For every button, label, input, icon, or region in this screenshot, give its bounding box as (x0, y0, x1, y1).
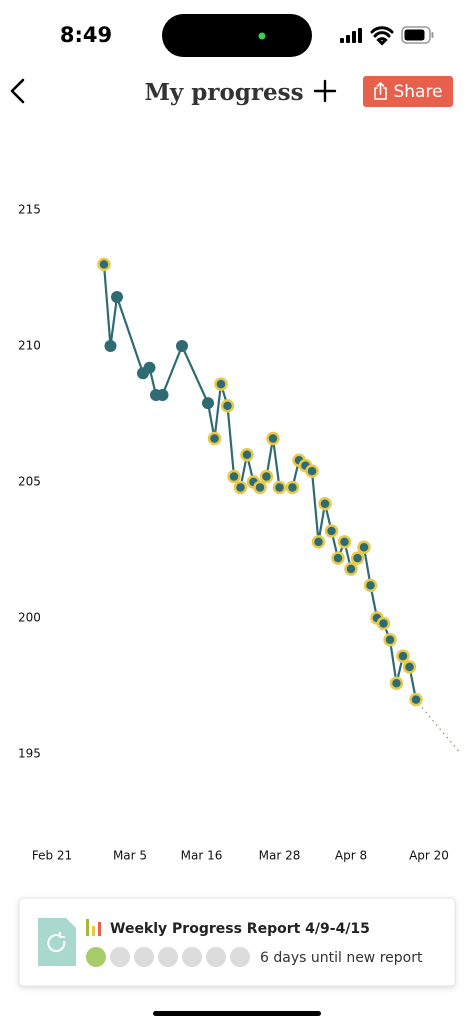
data-point (396, 649, 410, 663)
report-icon (38, 918, 76, 966)
report-title: Weekly Progress Report 4/9-4/15 (110, 921, 370, 937)
home-indicator (153, 1011, 321, 1016)
data-point (363, 578, 378, 593)
data-point (337, 535, 352, 549)
y-tick-label: 195 (18, 747, 41, 761)
data-point (331, 551, 345, 565)
camera-indicator (258, 32, 266, 40)
back-button[interactable] (10, 78, 25, 104)
data-point (357, 540, 371, 555)
signal-icon (340, 28, 362, 43)
x-tick-label: Feb 21 (32, 849, 72, 863)
report-icon-arrow (47, 932, 66, 953)
day-dot (206, 947, 226, 967)
bars-icon (86, 919, 101, 936)
data-point (220, 399, 235, 413)
data-point (202, 397, 214, 410)
y-tick-label: 210 (18, 339, 41, 353)
day-dot (134, 947, 154, 967)
x-tick-label: Apr 8 (335, 849, 367, 863)
data-point (111, 291, 123, 304)
data-point (143, 361, 156, 374)
day-dot (182, 947, 202, 967)
data-point (318, 497, 332, 511)
data-point (383, 633, 397, 647)
day-dot (158, 947, 178, 967)
battery-icon (401, 26, 434, 44)
data-point (104, 340, 117, 352)
data-point (176, 340, 188, 352)
data-point (344, 562, 358, 576)
data-point (156, 388, 169, 401)
dynamic-island (162, 14, 312, 57)
x-tick-label: Mar 28 (259, 849, 301, 863)
y-tick-label: 205 (18, 475, 41, 489)
chart: 195 200 205 210 215 Feb 21 Mar 5 Mar 16 Mar 28 Ap… (18, 203, 462, 863)
y-tick-label: 200 (18, 611, 41, 625)
data-point (233, 480, 248, 495)
data-point (285, 480, 300, 495)
y-tick-label: 215 (18, 203, 41, 217)
add-button[interactable] (313, 79, 337, 103)
data-point (305, 464, 319, 478)
data-point (350, 551, 365, 565)
data-point (324, 524, 339, 538)
day-dot (230, 947, 250, 967)
data-point (253, 480, 267, 495)
data-point (97, 257, 111, 272)
share-button[interactable]: Share (363, 76, 453, 107)
x-tick-label: Mar 5 (113, 849, 147, 863)
data-point (214, 377, 228, 391)
wifi-icon (370, 26, 394, 46)
data-point (389, 676, 404, 691)
card-bg[interactable] (18, 897, 456, 987)
report-card[interactable]: Weekly Progress Report 4/9-4/15 6 days u… (18, 897, 456, 987)
status-time: 8:49 (60, 23, 112, 47)
day-dot (86, 947, 106, 967)
data-point (376, 616, 391, 631)
report-status: 6 days until new report (260, 950, 423, 966)
data-point (240, 448, 254, 462)
data-point (402, 660, 417, 674)
data-point (311, 535, 326, 549)
trend-projection (421, 707, 462, 755)
share-label[interactable]: Share (393, 82, 442, 102)
day-dots (86, 947, 250, 967)
page-title: My progress (144, 79, 303, 106)
x-tick-label: Apr 20 (409, 849, 449, 863)
x-tick-label: Mar 16 (181, 849, 223, 863)
data-point (227, 469, 241, 484)
data-point (259, 469, 274, 484)
data-point (207, 431, 222, 446)
day-dot (110, 947, 130, 967)
data-point (409, 692, 423, 707)
data-point (272, 480, 287, 495)
share-icon (374, 82, 387, 100)
data-point (266, 431, 280, 446)
